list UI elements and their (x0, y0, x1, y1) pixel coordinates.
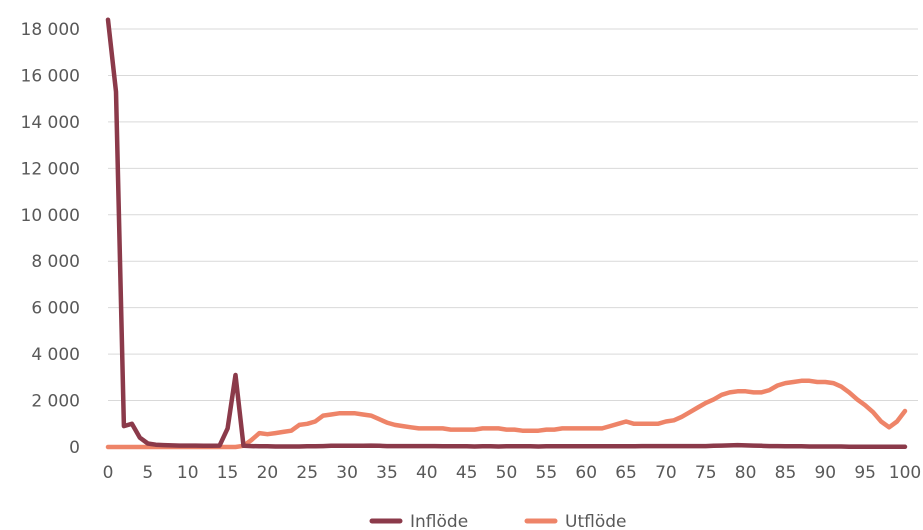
x-tick-label: 20 (257, 463, 279, 483)
series-lines (105, 17, 908, 450)
y-tick-label: 8 000 (31, 252, 80, 272)
x-tick-label: 50 (496, 463, 518, 483)
x-tick-label: 85 (775, 463, 797, 483)
x-tick-label: 5 (142, 463, 153, 483)
x-tick-label: 35 (376, 463, 398, 483)
x-tick-label: 55 (536, 463, 558, 483)
x-tick-label: 70 (655, 463, 677, 483)
y-tick-label: 12 000 (21, 159, 80, 179)
series-line-utflode (105, 378, 908, 450)
x-tick-label: 60 (575, 463, 597, 483)
gridlines (108, 28, 918, 402)
x-tick-label: 65 (615, 463, 637, 483)
x-tick-label: 25 (296, 463, 318, 483)
x-tick-label: 75 (695, 463, 717, 483)
series-line-inflode (105, 17, 908, 450)
x-tick-label: 45 (456, 463, 478, 483)
x-tick-label: 100 (889, 463, 921, 483)
y-tick-label: 2 000 (31, 392, 80, 412)
y-tick-label: 14 000 (21, 113, 80, 133)
x-tick-label: 95 (854, 463, 876, 483)
x-axis-ticks: 0 5 10 15 20 25 30 35 40 45 50 55 60 65 70 75 80 85 90 95 10… (103, 463, 922, 483)
legend: Inflöde Utflöde (369, 512, 626, 530)
x-tick-label: 40 (416, 463, 438, 483)
y-tick-label: 0 (69, 438, 80, 458)
x-tick-label: 80 (735, 463, 757, 483)
y-tick-label: 6 000 (31, 299, 80, 319)
x-tick-label: 30 (336, 463, 358, 483)
x-tick-label: 0 (103, 463, 114, 483)
legend-label: Inflöde (410, 512, 468, 530)
y-axis-ticks: 0 2 000 4 000 6 000 8 000 10 000 12 000 14 000 1… (21, 20, 80, 458)
y-tick-label: 4 000 (31, 345, 80, 365)
x-tick-label: 15 (217, 463, 239, 483)
legend-label: Utflöde (565, 512, 626, 530)
y-tick-label: 16 000 (21, 66, 80, 86)
x-tick-label: 90 (814, 463, 836, 483)
y-tick-label: 18 000 (21, 20, 80, 40)
y-tick-label: 10 000 (21, 206, 80, 226)
x-tick-label: 10 (177, 463, 199, 483)
